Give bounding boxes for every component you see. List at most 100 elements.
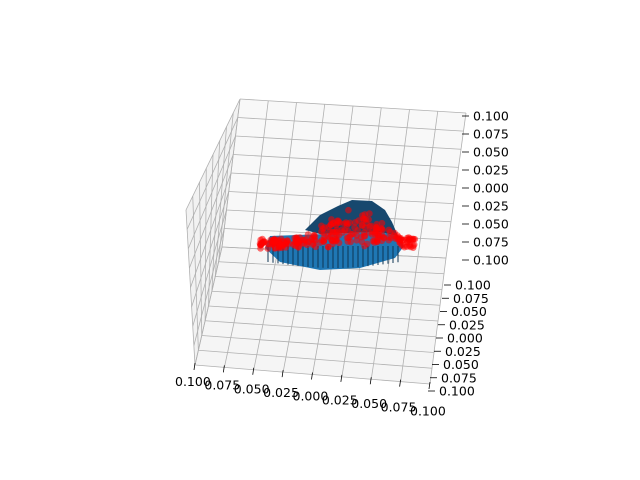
- y-tick-label: 0.050: [451, 304, 487, 319]
- grid-line: [215, 276, 443, 290]
- scatter-point: [318, 237, 326, 244]
- y-tick-label: 0.025: [449, 317, 485, 332]
- x-tick-label: 0.050: [351, 396, 387, 411]
- grid-line: [218, 112, 234, 262]
- scatter-point: [335, 239, 343, 247]
- scatter-point: [344, 238, 352, 245]
- grid-line: [445, 112, 467, 259]
- x-tick: [428, 381, 431, 390]
- scatter-point: [378, 219, 386, 227]
- grid-line: [186, 117, 239, 230]
- scatter-point: [375, 228, 383, 236]
- grid-line: [211, 140, 221, 292]
- scatter-point: [310, 231, 318, 239]
- grid-line: [417, 111, 439, 257]
- grid-line: [211, 290, 441, 306]
- y-tick-label: 0.050: [443, 357, 479, 372]
- scatter-point: [399, 236, 407, 244]
- scatter-point: [311, 236, 318, 244]
- x-tick-label: 0.075: [204, 378, 240, 393]
- left-pane: [186, 99, 240, 365]
- z-tick-label: 0.050: [473, 145, 509, 160]
- x-tick-label: 0.025: [263, 385, 299, 400]
- scatter-point: [332, 228, 339, 236]
- scatter-point: [354, 227, 362, 234]
- y-tick-label: 0.100: [439, 384, 475, 399]
- scatter-point: [272, 237, 280, 244]
- x-tick: [252, 367, 255, 375]
- grid-line: [230, 172, 457, 186]
- z-tick-label: 0.075: [473, 235, 509, 250]
- scatter-point: [324, 243, 332, 251]
- scatter-point: [345, 228, 352, 235]
- z-tick-label: 0.100: [473, 109, 509, 124]
- scatter-points: [256, 206, 419, 252]
- scatter-point: [329, 237, 337, 245]
- scatter-point: [272, 244, 279, 252]
- scatter-point: [361, 211, 369, 218]
- scatter-point: [353, 232, 360, 239]
- scatter-point: [365, 229, 373, 236]
- scatter-point: [405, 236, 413, 243]
- grid-line: [341, 253, 363, 377]
- scatter-point: [319, 225, 326, 233]
- scatter-point: [386, 228, 394, 236]
- scatter-point: [373, 236, 381, 244]
- x-tick: [222, 365, 225, 373]
- x-tick-label: 0.025: [322, 392, 358, 407]
- y-tick-label: 0.000: [447, 331, 483, 346]
- x-tick: [340, 374, 343, 382]
- y-tick-label: 0.025: [445, 344, 481, 359]
- z-tick-label: 0.025: [473, 163, 509, 178]
- y-axis-tick-labels: 0.1000.0750.0500.0250.0000.0250.0500.075…: [439, 278, 491, 399]
- scatter-point: [409, 244, 417, 251]
- grid-line: [221, 98, 241, 248]
- scatter-point: [301, 236, 309, 244]
- y-tick-label: 0.100: [455, 278, 491, 293]
- x-tick: [311, 372, 313, 380]
- z-tick-label: 0.100: [473, 253, 509, 268]
- scatter-point: [304, 231, 312, 238]
- scatter-point: [283, 239, 291, 246]
- x-tick-label: 0.075: [381, 400, 417, 415]
- grid-line: [208, 305, 439, 322]
- scatter-point: [355, 217, 363, 224]
- x-axis-tick-labels: 0.1000.0750.0500.0250.0000.0250.0500.075…: [175, 374, 446, 418]
- grid-line: [185, 98, 241, 211]
- scatter-point: [398, 242, 406, 249]
- scatter-point: [257, 241, 265, 248]
- scatter-point: [358, 222, 366, 229]
- scatter-point: [392, 235, 399, 242]
- scatter-point: [346, 219, 354, 227]
- z-tick-label: 0.050: [473, 217, 509, 232]
- z-axis-tick-labels: 0.100 0.075 0.050 0.025 0.000 0.025 0.050 0.075…: [473, 109, 509, 268]
- x-tick: [193, 362, 196, 371]
- scatter-point: [336, 219, 343, 226]
- grid-line: [235, 135, 462, 150]
- x-tick: [399, 379, 402, 387]
- scatter-point: [296, 234, 304, 241]
- grid-lines: [185, 98, 467, 385]
- grid-line: [190, 172, 232, 288]
- x-tick-label: 0.100: [175, 374, 211, 389]
- grid-line: [237, 117, 464, 132]
- grid-line: [189, 154, 234, 269]
- grid-line: [400, 256, 419, 382]
- scatter-point: [361, 242, 368, 250]
- z-tick-label: 0.075: [473, 127, 509, 142]
- scatter-point: [295, 239, 303, 247]
- y-tick-label: 0.075: [441, 370, 477, 385]
- x-tick: [281, 370, 284, 378]
- grid-line: [239, 98, 467, 114]
- x-tick-label: 0.000: [293, 389, 329, 404]
- scatter-point: [353, 237, 361, 244]
- scatter-point: [360, 232, 368, 240]
- x-tick: [369, 377, 372, 385]
- scatter-point: [345, 206, 352, 214]
- z-tick-label: 0.000: [473, 181, 509, 196]
- grid-line: [233, 154, 459, 168]
- scatter-point: [278, 241, 286, 249]
- grid-line: [187, 135, 236, 249]
- z-tick-label: 0.025: [473, 199, 509, 214]
